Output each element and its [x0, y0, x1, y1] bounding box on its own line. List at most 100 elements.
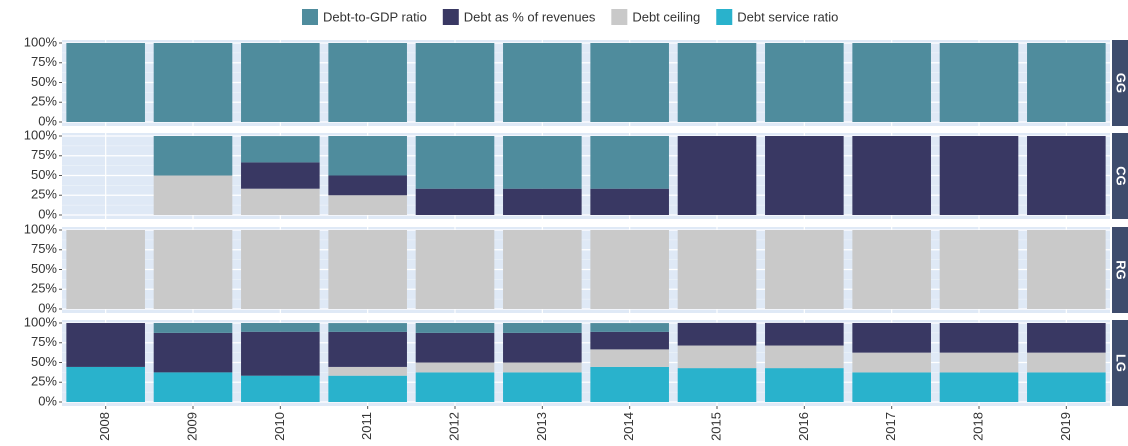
- bar-segment: [677, 136, 757, 215]
- legend-label: Debt service ratio: [737, 9, 838, 24]
- legend-swatch: [442, 9, 459, 25]
- bar-segment: [503, 372, 582, 402]
- y-tick-label: 75%: [31, 334, 57, 349]
- bar-segment: [852, 43, 931, 122]
- y-tick-label: 0%: [38, 300, 57, 315]
- x-tick-label: 2019: [1058, 412, 1073, 441]
- bar-segment: [590, 366, 669, 402]
- bar-segment: [1027, 372, 1106, 402]
- bar-segment: [66, 323, 145, 367]
- bar-segment: [590, 331, 669, 350]
- bar-segment: [328, 230, 407, 309]
- y-tick-label: 100%: [24, 314, 58, 329]
- y-tick-label: 0%: [38, 393, 57, 408]
- bar-segment: [241, 331, 320, 376]
- bar-segment: [852, 136, 931, 215]
- bar-segment: [503, 230, 582, 309]
- facet-strip: [1112, 133, 1128, 219]
- bar-segment: [677, 230, 757, 309]
- bar-segment: [1027, 230, 1106, 309]
- bar-segment: [328, 366, 407, 376]
- bar-segment: [66, 43, 145, 122]
- legend-swatch: [611, 9, 628, 25]
- bar-segment: [765, 368, 844, 402]
- bar-segment: [765, 322, 844, 346]
- y-tick-label: 100%: [24, 34, 58, 49]
- bar-segment: [66, 366, 145, 402]
- bar-segment: [765, 43, 844, 122]
- bar-segment: [153, 230, 233, 309]
- bar-segment: [677, 345, 757, 369]
- bar-segment: [153, 332, 233, 373]
- bar-segment: [241, 230, 320, 309]
- bar-segment: [852, 230, 931, 309]
- y-tick-label: 50%: [31, 354, 57, 369]
- bar-segment: [153, 372, 233, 402]
- x-tick-label: 2016: [796, 412, 811, 441]
- bar-segment: [852, 372, 931, 402]
- bar-segment: [590, 349, 669, 367]
- bar-segment: [939, 43, 1019, 122]
- y-tick-label: 50%: [31, 167, 57, 182]
- bar-segment: [415, 136, 495, 189]
- y-tick-label: 75%: [31, 241, 57, 256]
- y-tick-label: 50%: [31, 261, 57, 276]
- bar-segment: [503, 188, 582, 215]
- y-tick-label: 100%: [24, 221, 58, 236]
- bar-segment: [66, 230, 145, 309]
- bar-segment: [765, 345, 844, 369]
- bar-segment: [939, 372, 1019, 402]
- legend-swatch: [716, 9, 733, 25]
- bar-segment: [415, 43, 495, 122]
- facet-strip: [1112, 320, 1128, 406]
- bar-segment: [503, 43, 582, 122]
- y-tick-label: 75%: [31, 147, 57, 162]
- bar-segment: [677, 43, 757, 122]
- x-tick-label: 2017: [883, 412, 898, 441]
- legend-swatch: [302, 9, 318, 25]
- bar-segment: [328, 175, 407, 196]
- bar-segment: [1027, 323, 1106, 353]
- bar-segment: [415, 332, 495, 363]
- bar-segment: [241, 188, 320, 215]
- y-tick-label: 25%: [31, 187, 57, 202]
- bar-segment: [328, 195, 407, 215]
- x-tick-label: 2010: [272, 412, 287, 441]
- bar-segment: [153, 136, 233, 176]
- facet-label: LG: [1114, 354, 1128, 372]
- bar-segment: [677, 322, 757, 346]
- bar-segment: [1027, 43, 1106, 122]
- bar-segment: [1027, 136, 1106, 215]
- x-tick-label: 2012: [446, 412, 461, 441]
- y-tick-label: 50%: [31, 74, 57, 89]
- bar-segment: [590, 230, 669, 309]
- bar-segment: [328, 43, 407, 122]
- bar-segment: [590, 323, 669, 332]
- bar-segment: [503, 332, 582, 363]
- bar-segment: [939, 323, 1019, 353]
- bar-segment: [503, 362, 582, 373]
- bar-segment: [852, 352, 931, 373]
- bar-segment: [241, 136, 320, 163]
- facet-label: CG: [1114, 166, 1128, 186]
- y-tick-label: 25%: [31, 281, 57, 296]
- x-tick-label: 2009: [184, 412, 199, 441]
- x-tick-label: 2011: [359, 412, 374, 440]
- bar-segment: [590, 43, 669, 122]
- y-tick-label: 75%: [31, 54, 57, 69]
- legend-label: Debt-to-GDP ratio: [323, 9, 427, 24]
- bar-segment: [415, 323, 495, 333]
- bar-segment: [415, 362, 495, 373]
- legend-label: Debt as % of revenues: [464, 9, 596, 24]
- bar-segment: [939, 136, 1019, 215]
- bar-segment: [415, 188, 495, 215]
- facet-label: GG: [1114, 73, 1128, 93]
- bar-segment: [241, 162, 320, 189]
- bar-segment: [328, 323, 407, 332]
- bar-segment: [241, 323, 320, 332]
- bar-segment: [328, 331, 407, 367]
- x-tick-label: 2015: [708, 412, 723, 441]
- bar-segment: [328, 136, 407, 176]
- facet-label: RG: [1114, 260, 1128, 280]
